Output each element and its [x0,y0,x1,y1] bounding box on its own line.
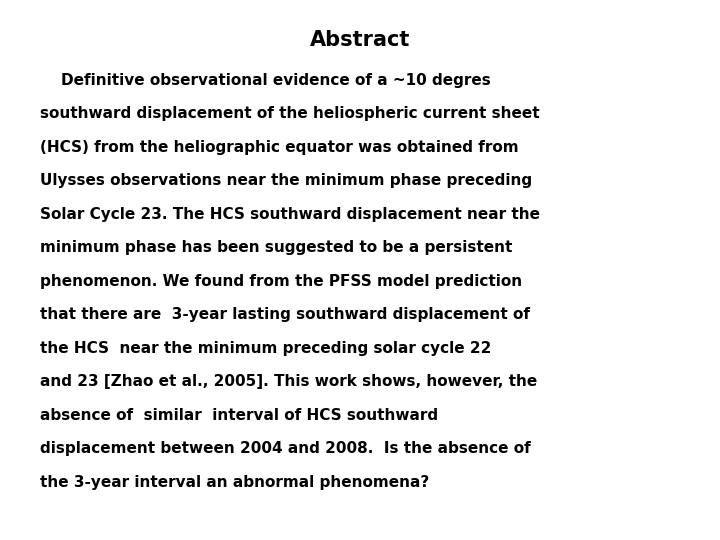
Text: that there are  3-year lasting southward displacement of: that there are 3-year lasting southward … [40,307,530,322]
Text: absence of  similar  interval of HCS southward: absence of similar interval of HCS south… [40,408,438,423]
Text: the HCS  near the minimum preceding solar cycle 22: the HCS near the minimum preceding solar… [40,341,491,356]
Text: Solar Cycle 23. The HCS southward displacement near the: Solar Cycle 23. The HCS southward displa… [40,207,539,222]
Text: Abstract: Abstract [310,30,410,50]
Text: and 23 [Zhao et al., 2005]. This work shows, however, the: and 23 [Zhao et al., 2005]. This work sh… [40,374,537,389]
Text: minimum phase has been suggested to be a persistent: minimum phase has been suggested to be a… [40,240,512,255]
Text: (HCS) from the heliographic equator was obtained from: (HCS) from the heliographic equator was … [40,140,518,155]
Text: displacement between 2004 and 2008.  Is the absence of: displacement between 2004 and 2008. Is t… [40,441,531,456]
Text: Ulysses observations near the minimum phase preceding: Ulysses observations near the minimum ph… [40,173,532,188]
Text: southward displacement of the heliospheric current sheet: southward displacement of the heliospher… [40,106,539,122]
Text: phenomenon. We found from the PFSS model prediction: phenomenon. We found from the PFSS model… [40,274,522,289]
Text: Definitive observational evidence of a ~10 degres: Definitive observational evidence of a ~… [40,73,490,88]
Text: the 3-year interval an abnormal phenomena?: the 3-year interval an abnormal phenomen… [40,475,429,490]
